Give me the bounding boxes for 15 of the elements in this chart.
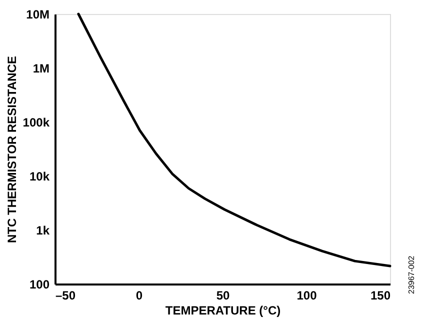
x-axis-title: TEMPERATURE (°C) [165, 304, 281, 318]
x-tick-label: 0 [136, 288, 143, 302]
y-tick-label: 100 [29, 278, 50, 292]
x-tick-label: –50 [56, 288, 76, 302]
y-tick-label: 1k [36, 224, 50, 238]
y-tick-label: 1M [32, 62, 50, 76]
x-tick-label: 50 [216, 288, 230, 302]
y-tick-label: 10k [29, 170, 50, 184]
x-tick-label: 100 [296, 288, 318, 302]
y-axis-title: NTC THERMISTOR RESISTANCE [4, 56, 19, 243]
x-tick-label: 150 [370, 288, 391, 302]
y-tick-label: 10M [26, 8, 50, 22]
line-series [77, 12, 392, 268]
y-tick-label: 100k [22, 116, 50, 130]
text: 23967-002 [407, 255, 416, 294]
